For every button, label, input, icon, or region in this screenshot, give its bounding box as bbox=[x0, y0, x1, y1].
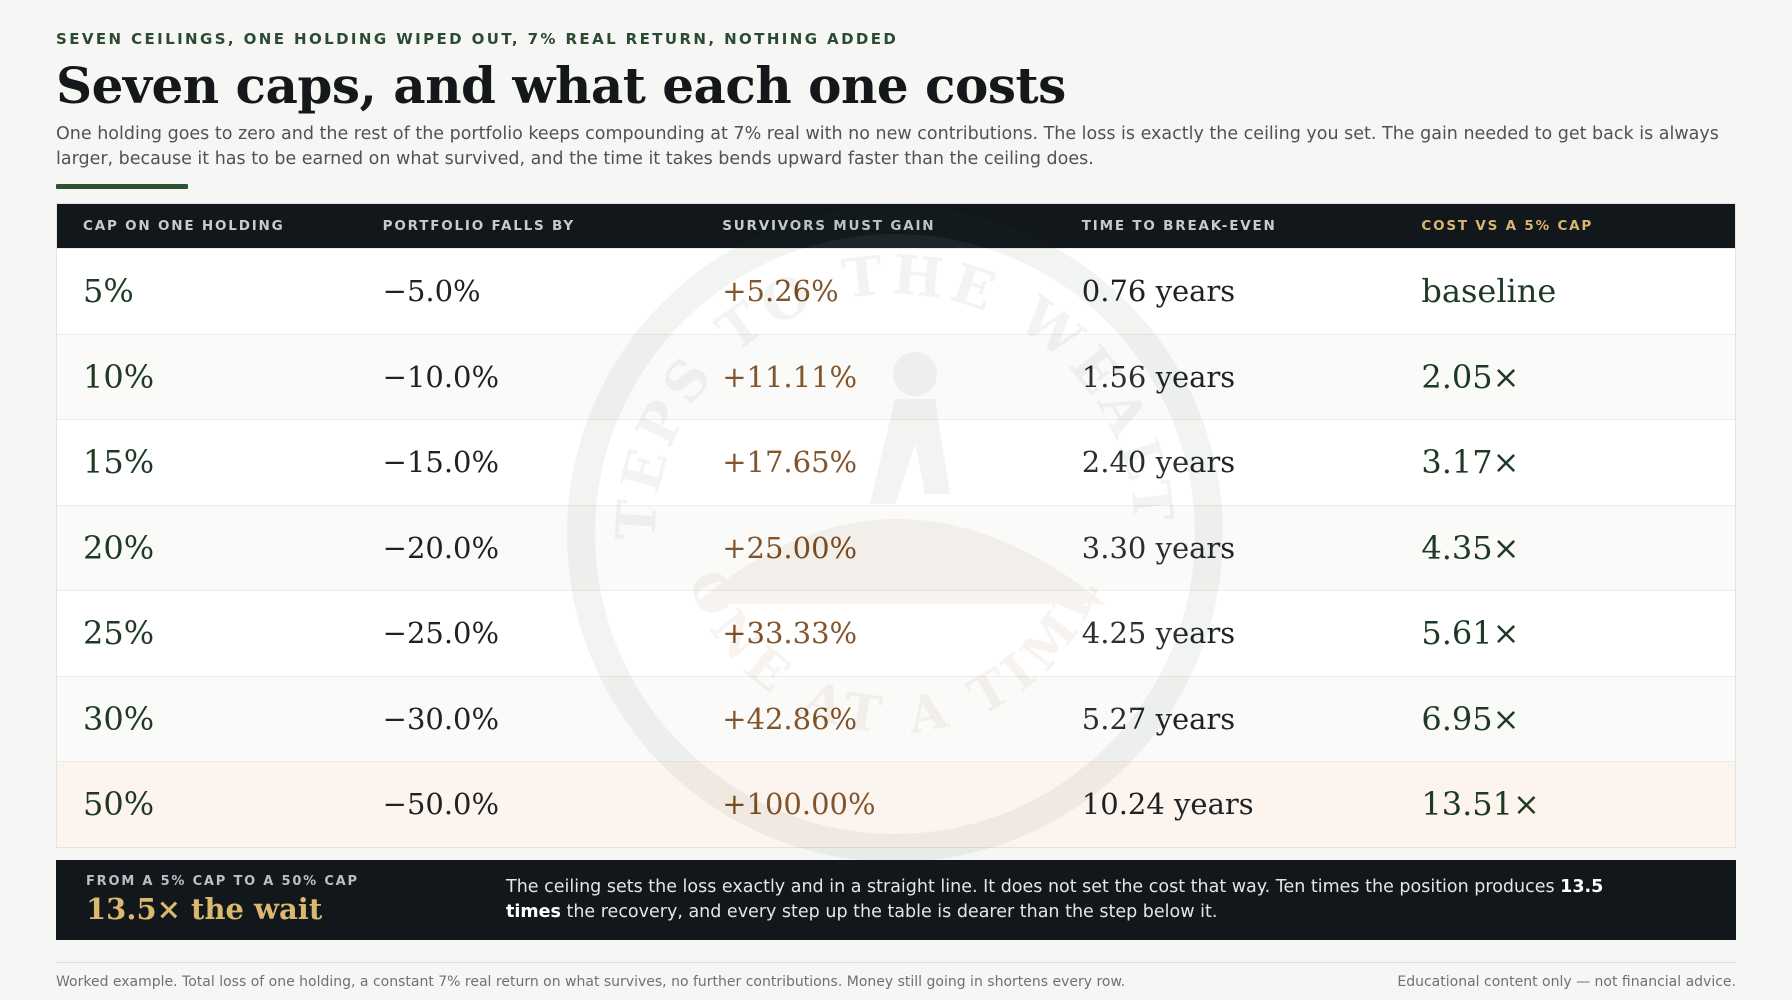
eyebrow: SEVEN CEILINGS, ONE HOLDING WIPED OUT, 7… bbox=[56, 30, 899, 48]
accent-rule bbox=[56, 184, 188, 189]
gain-cell: +17.65% bbox=[722, 445, 858, 480]
cost-cell: 4.35× bbox=[1421, 528, 1520, 567]
time-cell: 3.30 years bbox=[1081, 530, 1236, 565]
column-header-gain: SURVIVORS MUST GAIN bbox=[722, 218, 936, 234]
falls-cell: −30.0% bbox=[382, 701, 500, 736]
cost-cell: 5.61× bbox=[1421, 614, 1520, 653]
gain-cell: +25.00% bbox=[722, 530, 858, 565]
summary-headline: 13.5× the wait bbox=[86, 891, 323, 926]
gain-cell: +5.26% bbox=[722, 274, 839, 309]
gain-cell: +100.00% bbox=[722, 787, 876, 822]
column-header-cost: COST VS A 5% CAP bbox=[1421, 218, 1594, 234]
table-row: 25% −25.0% +33.33% 4.25 years 5.61× bbox=[57, 590, 1735, 676]
summary-banner: FROM A 5% CAP TO A 50% CAP 13.5× the wai… bbox=[56, 859, 1736, 940]
summary-eyebrow: FROM A 5% CAP TO A 50% CAP bbox=[86, 873, 359, 889]
column-header-cap: CAP ON ONE HOLDING bbox=[83, 218, 285, 234]
page-title: Seven caps, and what each one costs bbox=[56, 56, 1066, 115]
column-header-falls: PORTFOLIO FALLS BY bbox=[382, 218, 575, 234]
cost-cell: 2.05× bbox=[1421, 357, 1520, 396]
table-body: 5% −5.0% +5.26% 0.76 years baseline 10% … bbox=[57, 248, 1735, 847]
page-subtitle: One holding goes to zero and the rest of… bbox=[56, 124, 1719, 169]
caps-table: CAP ON ONE HOLDING PORTFOLIO FALLS BY SU… bbox=[56, 203, 1736, 862]
time-cell: 5.27 years bbox=[1081, 701, 1236, 736]
summary-text-emphasis: 13.5 times bbox=[506, 876, 1604, 922]
cost-cell: 6.95× bbox=[1421, 699, 1520, 738]
gain-cell: +33.33% bbox=[722, 616, 858, 651]
cap-cell: 15% bbox=[83, 443, 155, 482]
cap-cell: 5% bbox=[83, 272, 134, 311]
gain-cell: +42.86% bbox=[722, 701, 858, 736]
falls-cell: −15.0% bbox=[382, 445, 500, 480]
cap-cell: 50% bbox=[83, 785, 155, 824]
summary-text: The ceiling sets the loss exactly and in… bbox=[506, 875, 1656, 925]
table-row: 30% −30.0% +42.86% 5.27 years 6.95× bbox=[57, 675, 1735, 761]
table-row: 15% −15.0% +17.65% 2.40 years 3.17× bbox=[57, 419, 1735, 505]
falls-cell: −5.0% bbox=[382, 274, 481, 309]
column-header-time: TIME TO BREAK-EVEN bbox=[1081, 218, 1277, 234]
table-row: 10% −10.0% +11.11% 1.56 years 2.05× bbox=[57, 333, 1735, 419]
table-row: 5% −5.0% +5.26% 0.76 years baseline bbox=[57, 248, 1735, 334]
falls-cell: −10.0% bbox=[382, 359, 500, 394]
summary-text-part: The ceiling sets the loss exactly and in… bbox=[506, 876, 1561, 897]
summary-text-part: the recovery, and every step up the tabl… bbox=[560, 901, 1218, 922]
cost-cell: 13.51× bbox=[1421, 785, 1540, 824]
cap-cell: 30% bbox=[83, 699, 155, 738]
page: SEVEN CEILINGS, ONE HOLDING WIPED OUT, 7… bbox=[56, 30, 1736, 990]
falls-cell: −50.0% bbox=[382, 787, 500, 822]
table-row: 20% −20.0% +25.00% 3.30 years 4.35× bbox=[57, 504, 1735, 590]
time-cell: 10.24 years bbox=[1081, 787, 1254, 822]
footer: Worked example. Total loss of one holdin… bbox=[56, 961, 1736, 990]
summary-callout: FROM A 5% CAP TO A 50% CAP 13.5× the wai… bbox=[56, 874, 506, 926]
falls-cell: −25.0% bbox=[382, 616, 500, 651]
cap-cell: 25% bbox=[83, 614, 155, 653]
cap-cell: 20% bbox=[83, 528, 155, 567]
cost-cell: 3.17× bbox=[1421, 443, 1520, 482]
table-row-highlighted: 50% −50.0% +100.00% 10.24 years 13.51× bbox=[57, 761, 1735, 847]
gain-cell: +11.11% bbox=[722, 359, 858, 394]
time-cell: 4.25 years bbox=[1081, 616, 1236, 651]
footer-disclaimer: Educational content only — not financial… bbox=[1397, 973, 1736, 990]
time-cell: 1.56 years bbox=[1081, 359, 1236, 394]
time-cell: 2.40 years bbox=[1081, 445, 1236, 480]
falls-cell: −20.0% bbox=[382, 530, 500, 565]
cost-cell: baseline bbox=[1421, 272, 1557, 311]
table-header: CAP ON ONE HOLDING PORTFOLIO FALLS BY SU… bbox=[57, 204, 1735, 248]
time-cell: 0.76 years bbox=[1081, 274, 1236, 309]
footer-note: Worked example. Total loss of one holdin… bbox=[56, 973, 1126, 990]
cap-cell: 10% bbox=[83, 357, 155, 396]
